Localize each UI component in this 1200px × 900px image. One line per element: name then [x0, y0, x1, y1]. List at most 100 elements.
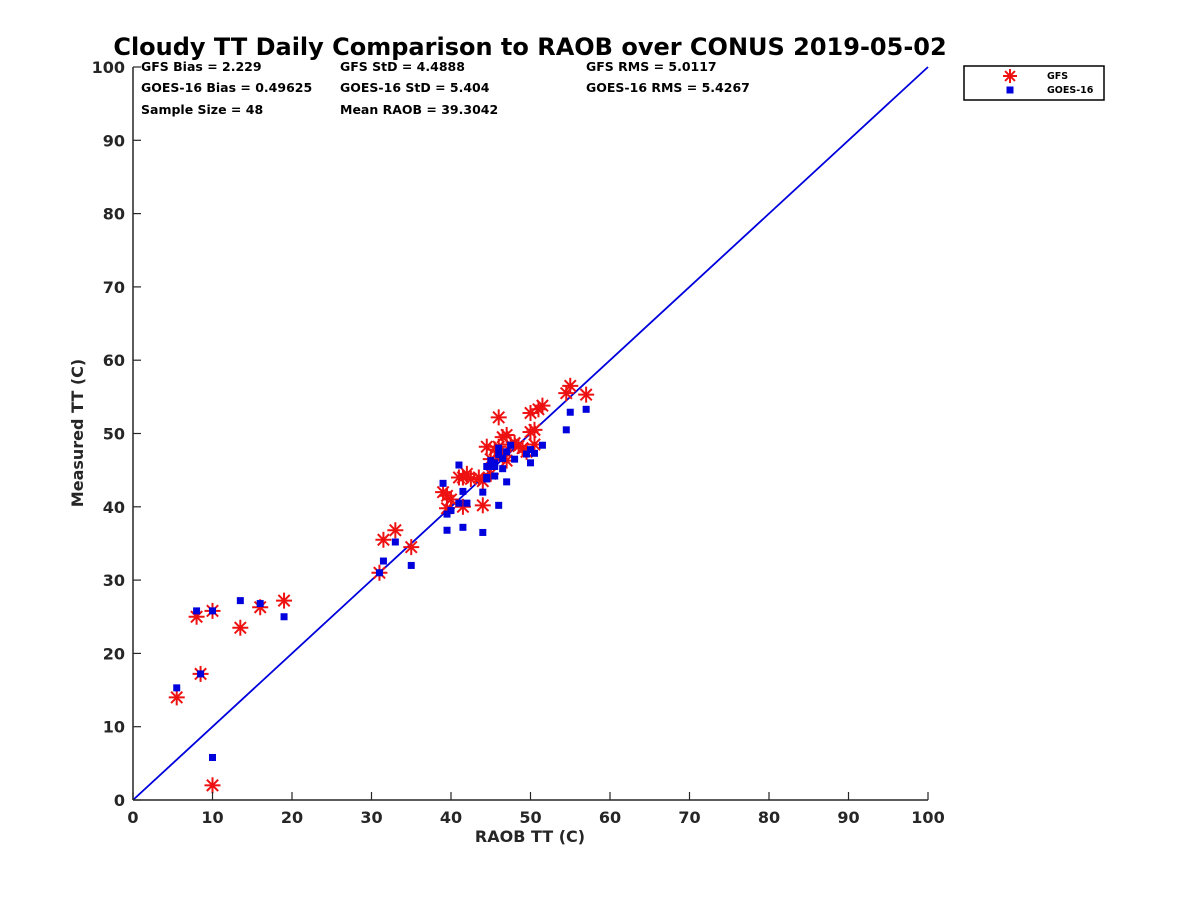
goes16-point [479, 528, 487, 536]
gfs-point [232, 619, 249, 636]
stat-text: Mean RAOB = 39.3042 [340, 102, 498, 117]
x-ticks: 0 10 20 30 40 50 60 70 80 90 100 [127, 792, 945, 827]
goes16-point [209, 607, 216, 615]
goes16-point [538, 441, 546, 449]
goes16-point [443, 510, 451, 518]
goes16-point [479, 488, 487, 496]
stat-text: GFS Bias = 2.229 [141, 59, 262, 74]
gfs-point [526, 421, 543, 438]
goes16-point [459, 487, 467, 495]
goes16-point [193, 607, 201, 615]
goes16-point [491, 459, 499, 467]
goes16-point [527, 459, 534, 467]
goes16-point [487, 462, 495, 470]
goes16-point [280, 613, 288, 621]
x-tick-label: 20 [281, 808, 303, 827]
gfs-point [387, 522, 404, 539]
stat-text: GFS RMS = 5.0117 [586, 59, 717, 74]
goes16-point [562, 426, 570, 434]
goes16-point [495, 444, 503, 452]
goes16-point [511, 455, 519, 463]
x-tick-label: 100 [911, 808, 944, 827]
plot-area: 0 10 20 30 40 50 60 70 80 90 100 0 10 20 30 40 50 60 70 80… [92, 58, 945, 827]
stats-panel: GFS Bias = 2.229 GFS StD = 4.4888 GFS RMS … [141, 59, 750, 117]
goes16-point [487, 457, 495, 465]
legend-gfs-marker [1003, 69, 1017, 83]
goes16-point [173, 684, 181, 692]
gfs-point [276, 592, 293, 609]
x-tick-label: 90 [837, 808, 859, 827]
y-tick-label: 90 [103, 131, 125, 150]
x-axis-label: RAOB TT (C) [475, 827, 585, 846]
y-ticks: 0 10 20 30 40 50 60 70 80 90 100 [92, 58, 141, 810]
x-tick-label: 0 [127, 808, 138, 827]
stat-text: GOES-16 RMS = 5.4267 [586, 80, 750, 95]
goes16-point [256, 600, 264, 608]
x-tick-label: 50 [519, 808, 541, 827]
goes16-point [507, 441, 515, 449]
x-tick-label: 10 [201, 808, 223, 827]
goes16-point [236, 597, 244, 605]
x-tick-label: 40 [440, 808, 462, 827]
goes16-point [491, 472, 499, 480]
gfs-point [474, 497, 491, 514]
goes16-point [499, 465, 507, 473]
y-tick-label: 50 [103, 425, 125, 444]
y-tick-label: 10 [103, 718, 125, 737]
goes16-point [455, 461, 463, 469]
legend-gfs-symbol [1003, 69, 1017, 83]
x-tick-label: 30 [360, 808, 382, 827]
goes16-point [463, 499, 471, 507]
goes16-point [495, 501, 503, 509]
y-tick-label: 60 [103, 351, 125, 370]
gfs-point [188, 608, 205, 625]
y-tick-label: 70 [103, 278, 125, 297]
goes16-point [407, 561, 415, 569]
y-axis-label: Measured TT (C) [68, 359, 87, 507]
goes16-point [209, 753, 216, 761]
legend-gfs-label: GFS [1047, 71, 1068, 82]
gfs-point [168, 689, 185, 706]
goes16-point [495, 451, 503, 459]
y-tick-label: 100 [92, 58, 125, 77]
legend-goes16-symbol [1006, 86, 1014, 94]
stat-text: GOES-16 Bias = 0.49625 [141, 80, 312, 95]
legend-box [963, 65, 1105, 101]
gfs-point [375, 531, 392, 548]
goes16-series [173, 405, 590, 761]
chart-title: Cloudy TT Daily Comparison to RAOB over … [113, 33, 946, 61]
x-tick-label: 70 [678, 808, 700, 827]
gfs-point [204, 777, 221, 794]
goes16-point [523, 450, 531, 458]
stat-text: Sample Size = 48 [141, 102, 263, 117]
legend: GFS GOES-16 [963, 65, 1105, 101]
gfs-point [578, 386, 595, 403]
stat-text: GOES-16 StD = 5.404 [340, 80, 490, 95]
goes16-point [455, 499, 463, 507]
goes16-point [527, 446, 534, 454]
gfs-point [403, 539, 420, 556]
goes16-point [439, 479, 447, 487]
legend-goes16-label: GOES-16 [1047, 85, 1094, 96]
gfs-point [454, 469, 471, 486]
goes16-point [566, 408, 574, 416]
gfs-point [562, 377, 579, 394]
y-tick-label: 40 [103, 498, 125, 517]
y-tick-label: 0 [114, 791, 125, 810]
goes16-point [530, 449, 538, 457]
goes16-point [391, 538, 399, 546]
goes16-point [375, 569, 383, 577]
gfs-point [490, 409, 507, 426]
gfs-series [168, 377, 595, 794]
goes16-point [483, 462, 491, 470]
x-tick-label: 60 [599, 808, 621, 827]
goes16-point [483, 475, 491, 483]
goes16-point [491, 462, 499, 470]
x-tick-label: 80 [758, 808, 780, 827]
gfs-point [443, 491, 459, 508]
goes16-point [582, 405, 590, 413]
goes16-point [503, 448, 511, 456]
goes16-point [379, 557, 387, 565]
goes16-point [197, 670, 205, 678]
